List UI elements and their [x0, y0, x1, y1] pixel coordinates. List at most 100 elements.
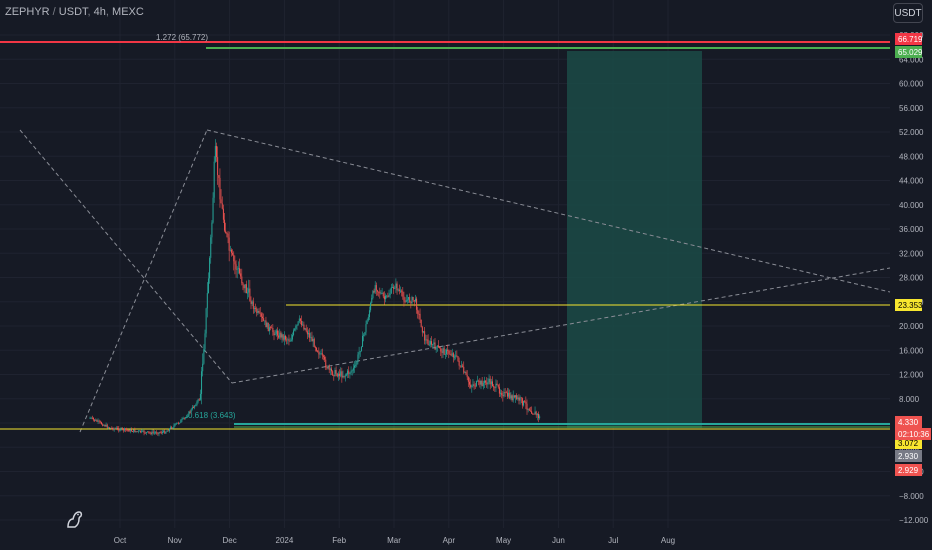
candle-body	[528, 408, 530, 411]
price-tick: 32.000	[899, 249, 924, 258]
trend-drawings[interactable]	[19, 129, 891, 433]
candle-body	[388, 295, 390, 297]
price-tag-value: 3.072	[898, 439, 919, 448]
candle-body	[455, 355, 457, 357]
candle-body	[493, 386, 495, 388]
candle-body	[156, 432, 158, 434]
candle-body	[195, 404, 197, 406]
candle-body	[143, 430, 145, 433]
candle-body	[281, 334, 283, 338]
time-tick: Feb	[332, 536, 346, 545]
candle-body	[321, 353, 323, 356]
candle-body	[134, 429, 136, 433]
candle-body	[411, 296, 413, 304]
candle-body	[504, 391, 506, 393]
candle-body	[155, 432, 157, 434]
candle-body	[326, 367, 328, 369]
candle-body	[400, 290, 401, 292]
candle-body	[357, 354, 359, 363]
candle-body	[418, 313, 420, 315]
candle-body	[97, 420, 99, 422]
candle-body	[396, 283, 398, 291]
candle-body	[410, 301, 412, 304]
candle-body	[286, 339, 288, 341]
candle-body	[205, 308, 207, 334]
candle-body	[266, 322, 268, 328]
candle-body	[405, 300, 407, 303]
candle-body	[480, 380, 482, 385]
candle-body	[345, 374, 347, 376]
candle-body	[206, 293, 208, 309]
price-tag	[895, 46, 922, 58]
candle-body	[446, 349, 447, 355]
candle-body	[365, 324, 367, 333]
candle-body	[347, 370, 349, 375]
candle-body	[382, 292, 384, 297]
candle-body	[118, 428, 120, 431]
candle-body	[132, 431, 134, 432]
symbol-title[interactable]: ZEPHYR / USDT, 4h, MEXC	[5, 6, 144, 18]
candle-body	[151, 431, 153, 435]
time-tick: Dec	[222, 536, 236, 545]
price-tag	[895, 33, 922, 45]
horizontal-levels[interactable]	[0, 41, 890, 430]
candle-body	[202, 363, 204, 372]
candle-body	[112, 427, 114, 430]
candle-body	[287, 339, 289, 341]
time-tick: Mar	[387, 536, 401, 545]
candle-body	[510, 395, 512, 399]
candle-body	[301, 320, 303, 326]
candle-body	[251, 301, 253, 304]
candle-body	[470, 384, 472, 388]
candle-body	[201, 371, 203, 394]
candle-body	[248, 288, 250, 293]
candle-body	[217, 157, 219, 176]
candle-body	[291, 334, 293, 340]
target-zone[interactable]	[567, 51, 702, 428]
candle-body	[501, 392, 503, 396]
candle-body	[179, 422, 181, 424]
price-tick: −8.000	[899, 492, 924, 501]
candle-body	[362, 335, 364, 348]
candle-body	[285, 335, 286, 340]
candle-body	[309, 333, 311, 338]
price-tag-value: 23.353	[898, 301, 923, 310]
candle-body	[297, 321, 299, 325]
currency-button[interactable]: USDT	[893, 3, 923, 23]
candle-body	[414, 298, 416, 302]
candle-body	[341, 371, 343, 378]
candle-body	[271, 327, 273, 329]
candle-body	[157, 433, 159, 435]
price-tag-value: 2.930	[898, 452, 919, 461]
candle-body	[140, 430, 142, 433]
tradingview-logo-icon[interactable]	[64, 508, 86, 530]
price-tick: 48.000	[899, 152, 924, 161]
time-axis[interactable]: Oct Nov Dec 2024 Feb Mar Apr May Jun Jul Aug	[114, 536, 675, 545]
candle-body	[478, 380, 480, 382]
candle-body	[110, 427, 112, 429]
price-tag-value: 4.330	[898, 418, 919, 427]
candle-body	[253, 308, 255, 309]
candle-body	[193, 407, 194, 408]
candle-body	[105, 424, 107, 427]
price-tick: 20.000	[899, 322, 924, 331]
candle-body	[402, 291, 404, 297]
candle-body	[525, 401, 527, 404]
candle-body	[387, 295, 389, 297]
candle-body	[240, 273, 242, 277]
candle-body	[495, 383, 497, 388]
time-tick: Nov	[168, 536, 182, 545]
candle-body	[120, 427, 122, 430]
candle-body	[333, 375, 335, 377]
candle-body	[183, 417, 185, 419]
candle-body	[125, 428, 127, 430]
candle-body	[263, 318, 265, 321]
candle-body	[356, 362, 358, 365]
candle-body	[103, 425, 105, 426]
candle-body	[349, 372, 351, 374]
candle-body	[252, 301, 254, 309]
candle-body	[260, 313, 262, 317]
candle-body	[490, 381, 492, 385]
candle-body	[130, 429, 132, 432]
